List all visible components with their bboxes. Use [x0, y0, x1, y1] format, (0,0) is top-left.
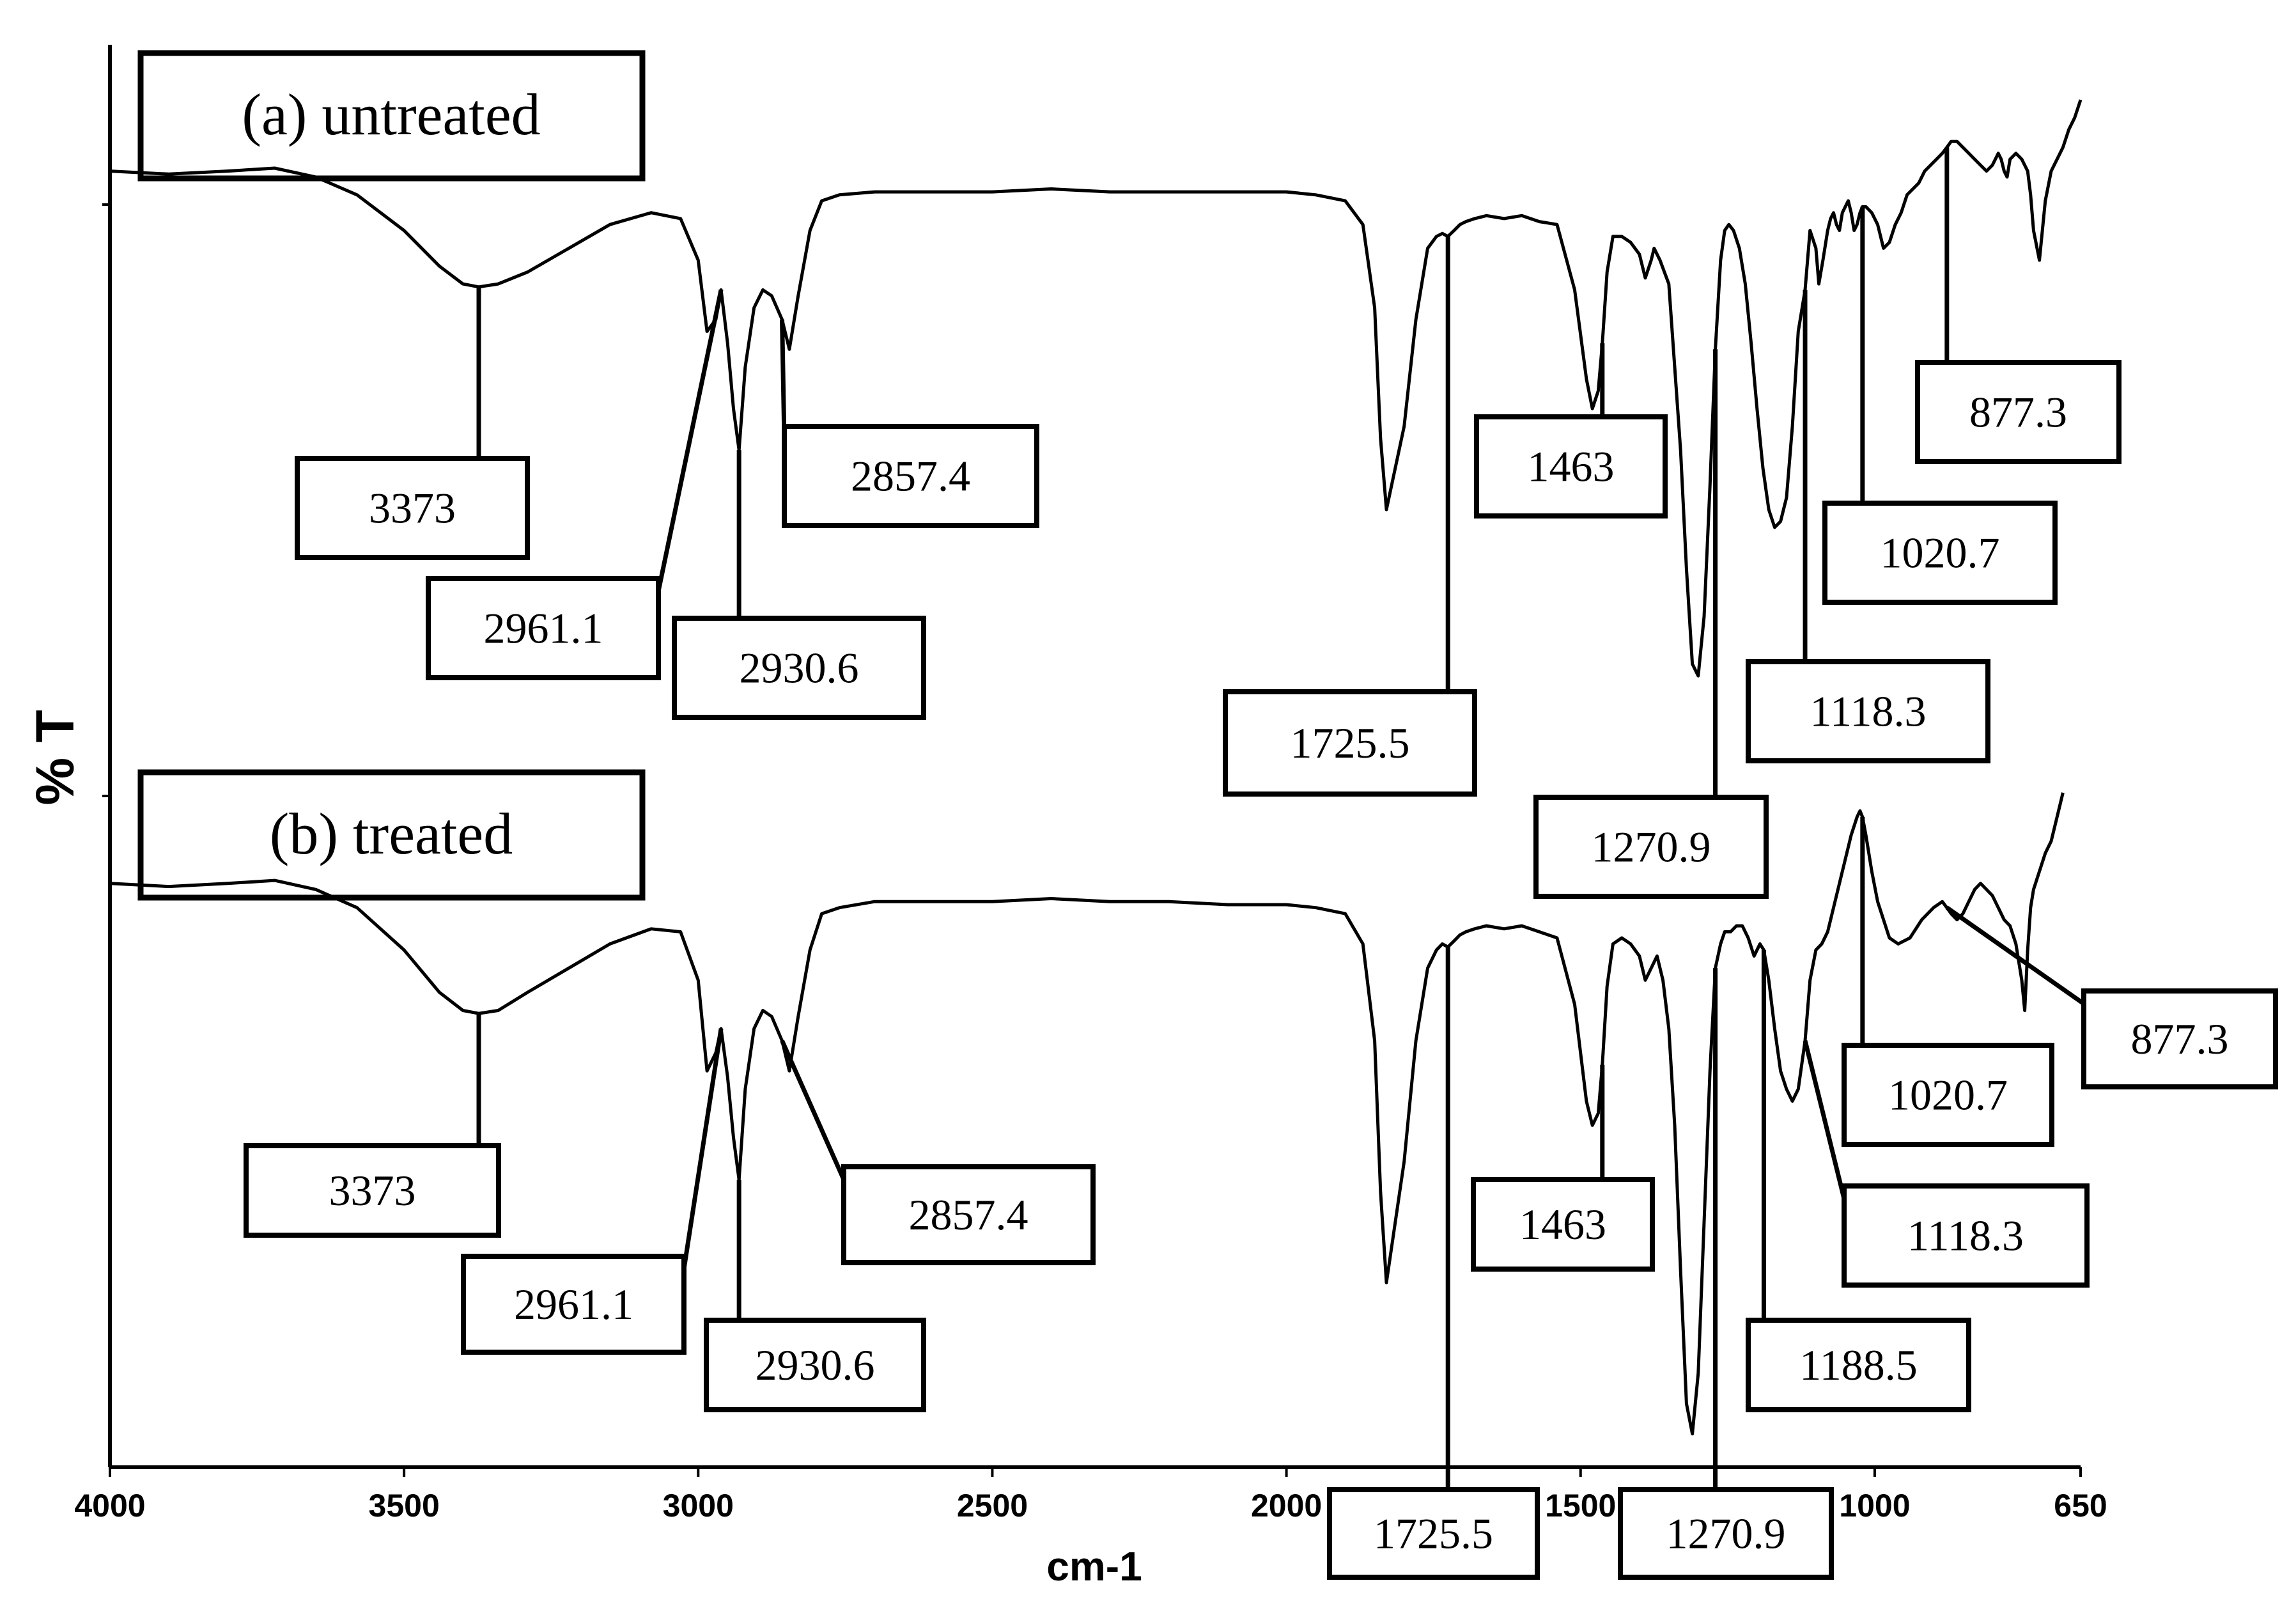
x-tick-label: 3500 — [369, 1488, 440, 1524]
x-tick-label: 4000 — [74, 1488, 145, 1524]
y-axis-label: % T — [25, 710, 85, 805]
peak-leader-line — [1803, 1040, 1847, 1199]
panel-title: (a) untreated — [242, 82, 540, 147]
peak-label: 3373 — [329, 1166, 416, 1215]
x-tick-label: 650 — [2054, 1488, 2107, 1524]
x-axis-label: cm-1 — [1046, 1543, 1142, 1589]
peak-label-box — [1822, 501, 2058, 605]
x-ticks: 4000 3500 3000 2500 2000 1500 1000 650 — [74, 1467, 2107, 1524]
panel-title: (b) treated — [270, 801, 513, 866]
spectrum-line-untreated — [109, 99, 2083, 678]
panel-treated: (b) treated 3373 2961.1 2930.6 2857.4 1725.5… — [109, 769, 2278, 1580]
spectrum-line-treated — [109, 792, 2065, 1436]
peak-label-box — [1746, 659, 1990, 763]
peak-label-box — [461, 1254, 686, 1355]
peak-label-box — [295, 456, 530, 560]
panel-title-box — [137, 769, 646, 901]
peak-label: 1020.7 — [1881, 529, 2000, 577]
peak-label-box — [1474, 414, 1668, 518]
peak-label: 3373 — [369, 484, 456, 533]
peak-label-box — [841, 1164, 1096, 1265]
peak-label-box — [704, 1318, 926, 1412]
peak-label-box — [1915, 360, 2121, 464]
peak-label: 2930.6 — [756, 1341, 875, 1389]
panel-untreated: (a) untreated 3373 2961.1 2930.6 2857.4 1725… — [109, 50, 2121, 899]
peak-label: 1725.5 — [1291, 719, 1410, 767]
peak-annotations-untreated: 3373 2961.1 2930.6 2857.4 1725.5 1463 1270.9 11… — [295, 147, 2121, 899]
peak-label-box — [2081, 988, 2278, 1089]
peak-label-box — [1842, 1043, 2054, 1147]
x-tick-label: 2500 — [957, 1488, 1028, 1524]
peak-label: 2930.6 — [740, 644, 859, 692]
peak-label-box — [1327, 1487, 1540, 1580]
peak-label: 1270.9 — [1666, 1509, 1786, 1558]
peak-leader-line — [1945, 905, 2086, 1006]
peak-label-box — [782, 424, 1039, 528]
peak-label: 1463 — [1519, 1200, 1606, 1249]
peak-label-box — [1533, 795, 1769, 899]
peak-label-box — [426, 576, 661, 680]
peak-label-box — [1842, 1183, 2090, 1288]
panel-title-box — [137, 50, 646, 182]
x-tick-label: 3000 — [663, 1488, 734, 1524]
peak-label: 1118.3 — [1810, 687, 1927, 736]
peak-label: 2961.1 — [484, 604, 603, 653]
peak-label: 1188.5 — [1799, 1341, 1917, 1389]
peak-label: 2857.4 — [909, 1190, 1028, 1239]
peak-label: 1463 — [1528, 442, 1615, 491]
peak-label-box — [1746, 1318, 1971, 1412]
peak-annotations-treated: 3373 2961.1 2930.6 2857.4 1725.5 1463 1270.9 11… — [244, 816, 2278, 1580]
peak-label: 2961.1 — [514, 1280, 633, 1329]
peak-leader-line — [780, 319, 787, 440]
chart-axes: 4000 3500 3000 2500 2000 1500 1000 650 — [74, 45, 2107, 1524]
peak-label: 1270.9 — [1592, 823, 1711, 871]
peak-label: 2857.4 — [851, 452, 970, 501]
x-tick-label: 2000 — [1251, 1488, 1322, 1524]
peak-label-box — [1471, 1177, 1655, 1272]
peak-leader-line — [656, 289, 724, 592]
x-tick-label: 1500 — [1545, 1488, 1616, 1524]
x-tick-label: 1000 — [1839, 1488, 1910, 1524]
peak-label: 1020.7 — [1888, 1071, 2008, 1119]
peak-label-box — [672, 616, 926, 720]
peak-label-box — [1618, 1487, 1834, 1580]
peak-label-box — [244, 1143, 501, 1238]
peak-label: 1118.3 — [1907, 1212, 2024, 1260]
peak-label-box — [1223, 689, 1477, 797]
peak-leader-line — [681, 1028, 724, 1270]
peak-label: 1725.5 — [1374, 1509, 1493, 1558]
peak-label: 877.3 — [2131, 1015, 2229, 1063]
peak-leader-line — [780, 1040, 846, 1181]
peak-label: 877.3 — [1969, 388, 2067, 437]
